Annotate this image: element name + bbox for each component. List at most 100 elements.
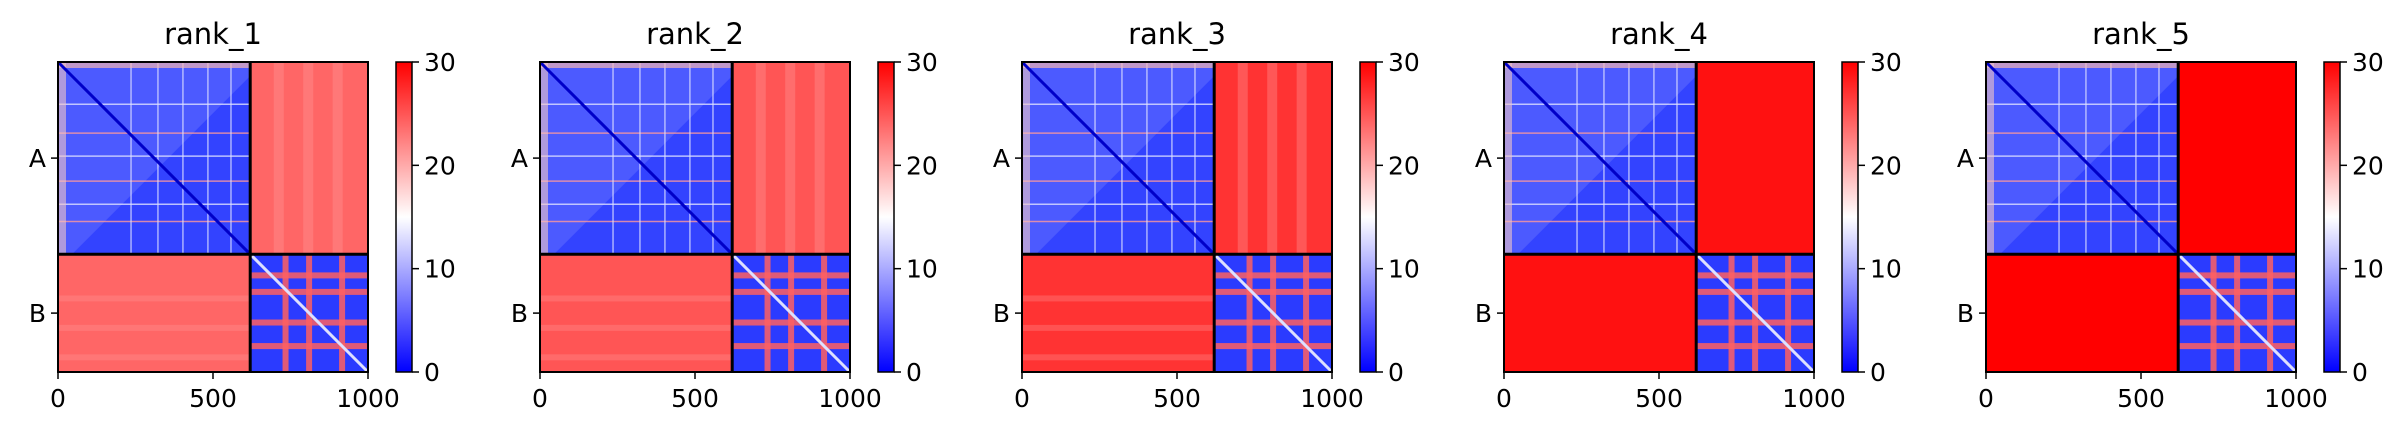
panel-title: rank_1 bbox=[164, 17, 262, 51]
colorbar bbox=[1841, 61, 1859, 373]
colorbar-tick-label: 30 bbox=[906, 48, 938, 77]
block-b-b-diagonal bbox=[249, 253, 370, 374]
colorbar-tick-label: 10 bbox=[2352, 255, 2384, 284]
block-a-a-edge bbox=[58, 62, 66, 255]
block-a-a-edge bbox=[1022, 62, 1215, 68]
colorbar-tick-label: 0 bbox=[1870, 358, 1886, 387]
panel-title: rank_2 bbox=[646, 17, 744, 51]
block-b-a-texture bbox=[540, 354, 733, 361]
block-b-a bbox=[1504, 254, 1697, 372]
block-a-a-edge bbox=[1504, 62, 1512, 255]
block-a-b-texture bbox=[303, 62, 314, 255]
block-b-b-diagonal bbox=[1695, 253, 1816, 374]
block-b-a-texture bbox=[540, 324, 733, 331]
colorbar-tick-label: 30 bbox=[1870, 48, 1902, 77]
colorbar-tick-label: 20 bbox=[2352, 151, 2384, 180]
block-b-b-diagonal bbox=[2177, 253, 2298, 374]
block-b-b-band bbox=[2267, 254, 2274, 372]
row-label-b: B bbox=[993, 299, 1010, 328]
block-b-b-band bbox=[1728, 254, 1735, 372]
block-b-a bbox=[540, 254, 733, 372]
block-b-b-band bbox=[282, 254, 289, 372]
panel-2: rank_2 A B 0 500 1000 0 10 20 30 bbox=[511, 17, 938, 413]
x-tick-label: 500 bbox=[1635, 384, 1683, 413]
row-label-a: A bbox=[511, 144, 528, 173]
block-b-b-band bbox=[2210, 254, 2217, 372]
block-b-a bbox=[1022, 254, 1215, 372]
block-a-b-texture bbox=[1237, 62, 1248, 255]
block-a-b bbox=[2178, 62, 2296, 255]
panel-title: rank_4 bbox=[1610, 17, 1708, 51]
block-b-b-diagonal bbox=[731, 253, 852, 374]
row-label-a: A bbox=[1475, 144, 1492, 173]
block-b-a-texture bbox=[58, 354, 251, 361]
block-b-a-texture bbox=[58, 324, 251, 331]
block-a-b-texture bbox=[273, 62, 284, 255]
block-a-a-diagonal bbox=[56, 60, 252, 256]
block-b-a-texture bbox=[540, 295, 733, 302]
colorbar-tick-label: 20 bbox=[1388, 151, 1420, 180]
colorbar bbox=[877, 61, 895, 373]
colorbar bbox=[395, 61, 413, 373]
block-a-b bbox=[250, 62, 368, 255]
x-tick-label: 0 bbox=[1978, 384, 1994, 413]
block-a-a-diagonal bbox=[1020, 60, 1216, 256]
row-label-b: B bbox=[29, 299, 46, 328]
block-a-a-edge bbox=[1504, 62, 1697, 68]
x-tick-label: 1000 bbox=[1782, 384, 1846, 413]
row-label-a: A bbox=[29, 144, 46, 173]
block-b-a bbox=[58, 254, 251, 372]
x-tick-label: 0 bbox=[532, 384, 548, 413]
row-label-b: B bbox=[511, 299, 528, 328]
block-b-b-band bbox=[339, 254, 346, 372]
block-a-b-texture bbox=[332, 62, 343, 255]
block-a-b-texture bbox=[785, 62, 796, 255]
block-a-b-texture bbox=[755, 62, 766, 255]
colorbar-tick-label: 0 bbox=[2352, 358, 2368, 387]
panel-1: rank_1 A B 0 500 1000 0 10 20 30 bbox=[29, 17, 456, 413]
colorbar-tick-label: 10 bbox=[906, 255, 938, 284]
colorbar-tick-label: 10 bbox=[1870, 255, 1902, 284]
panel-5: rank_5 A B 0 500 1000 0 10 20 30 bbox=[1957, 17, 2384, 413]
block-a-b bbox=[1696, 62, 1814, 255]
x-tick-label: 1000 bbox=[336, 384, 400, 413]
block-b-a-texture bbox=[58, 295, 251, 302]
block-a-a-edge bbox=[540, 62, 733, 68]
block-b-a-texture bbox=[1022, 295, 1215, 302]
block-b-b-diagonal bbox=[1213, 253, 1334, 374]
x-tick-label: 500 bbox=[671, 384, 719, 413]
block-b-a-texture bbox=[1022, 354, 1215, 361]
x-tick-label: 500 bbox=[1153, 384, 1201, 413]
colorbar-tick-label: 20 bbox=[424, 151, 456, 180]
colorbar-tick-label: 20 bbox=[1870, 151, 1902, 180]
block-a-b-texture bbox=[1296, 62, 1307, 255]
panel-4: rank_4 A B 0 500 1000 0 10 20 30 bbox=[1475, 17, 1902, 413]
colorbar-tick-label: 20 bbox=[906, 151, 938, 180]
block-a-a-edge bbox=[58, 62, 251, 68]
block-a-a-edge bbox=[1986, 62, 1994, 255]
colorbar bbox=[1359, 61, 1377, 373]
x-tick-label: 1000 bbox=[2264, 384, 2328, 413]
block-a-b-texture bbox=[814, 62, 825, 255]
block-a-b bbox=[1214, 62, 1332, 255]
row-label-b: B bbox=[1957, 299, 1974, 328]
block-b-a-texture bbox=[1022, 324, 1215, 331]
colorbar bbox=[2323, 61, 2341, 373]
block-a-a-diagonal bbox=[1984, 60, 2180, 256]
x-tick-label: 500 bbox=[2117, 384, 2165, 413]
block-a-a-edge bbox=[1022, 62, 1030, 255]
block-b-a bbox=[1986, 254, 2179, 372]
block-a-a-diagonal bbox=[538, 60, 734, 256]
block-b-b-band bbox=[821, 254, 828, 372]
row-label-a: A bbox=[993, 144, 1010, 173]
block-b-b-band bbox=[1785, 254, 1792, 372]
block-b-b-band bbox=[764, 254, 771, 372]
block-a-b bbox=[732, 62, 850, 255]
block-b-b-band bbox=[1246, 254, 1253, 372]
colorbar-tick-label: 10 bbox=[424, 255, 456, 284]
x-tick-label: 1000 bbox=[1300, 384, 1364, 413]
colorbar-tick-label: 0 bbox=[1388, 358, 1404, 387]
x-tick-label: 500 bbox=[189, 384, 237, 413]
panel-3: rank_3 A B 0 500 1000 0 10 20 30 bbox=[993, 17, 1420, 413]
